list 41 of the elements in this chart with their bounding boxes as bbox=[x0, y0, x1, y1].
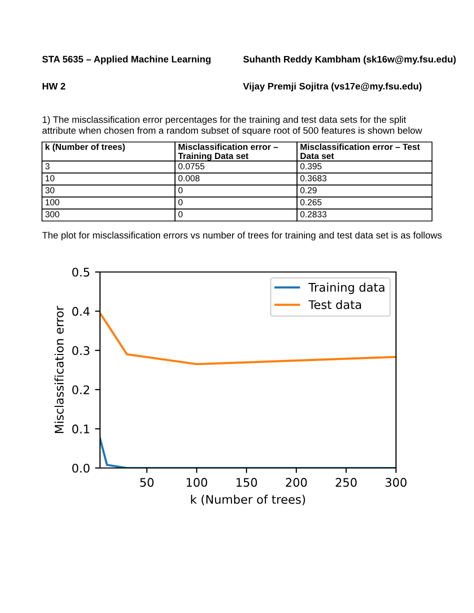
y-axis-title: Misclassification error bbox=[54, 306, 64, 433]
text: 100 bbox=[46, 199, 60, 206]
y-tick-label: 0.5 bbox=[72, 268, 90, 277]
y-tick-label: 0.0 bbox=[72, 464, 90, 473]
text: 0.008 bbox=[178, 175, 200, 182]
text: 1) The misclassification error percentages for the training and test data sets for the split attribute when chosen from a random subset of square root of 500 features is shown below bbox=[42, 116, 422, 136]
text: 0 bbox=[178, 199, 183, 206]
x-tick-label: 200 bbox=[286, 478, 307, 487]
text: STA 5635 – Applied Machine Learning bbox=[42, 56, 211, 64]
y-tick-label: 0.4 bbox=[72, 306, 90, 316]
text: 0.2833 bbox=[300, 211, 326, 218]
x-tick-label: 100 bbox=[186, 478, 208, 487]
x-tick-label: 50 bbox=[140, 478, 154, 487]
text: HW 2 bbox=[42, 82, 66, 90]
x-tick-label: 250 bbox=[336, 478, 357, 487]
y-tick-label: 0.1 bbox=[72, 424, 90, 434]
text: 3 bbox=[45, 163, 50, 170]
legend-label: Test data bbox=[308, 300, 361, 310]
text: k (Number of trees) bbox=[46, 144, 125, 152]
text: 10 bbox=[46, 175, 54, 182]
line-series bbox=[100, 312, 396, 366]
text: 300 bbox=[45, 211, 60, 218]
text: 0.395 bbox=[300, 163, 322, 170]
x-tick-label: 300 bbox=[386, 478, 406, 487]
legend-label: Training data bbox=[308, 282, 384, 294]
text: 0.0755 bbox=[178, 163, 204, 170]
text: Misclassification error – Test Data set bbox=[300, 144, 420, 160]
text: Vijay Premji Sojitra (vs17e@my.fsu.edu) bbox=[243, 82, 422, 92]
text: 0.3683 bbox=[300, 175, 326, 182]
y-tick-label: 0.2 bbox=[72, 385, 90, 394]
text: 0 bbox=[178, 211, 183, 218]
text: 0.29 bbox=[300, 187, 317, 194]
text: The plot for misclassification errors vs number of trees for training and test data set is as follows bbox=[42, 232, 442, 240]
text: Misclassification error – Training Data set bbox=[178, 144, 278, 161]
x-axis-title: k (Number of trees) bbox=[191, 494, 305, 506]
text: 30 bbox=[45, 187, 54, 194]
x-tick-label: 150 bbox=[236, 478, 257, 487]
text: 0.265 bbox=[300, 199, 322, 206]
text: Suhanth Reddy Kambham (sk16w@my.fsu.edu) bbox=[243, 56, 456, 64]
y-tick-label: 0.3 bbox=[72, 346, 90, 356]
text: 0 bbox=[178, 187, 183, 194]
